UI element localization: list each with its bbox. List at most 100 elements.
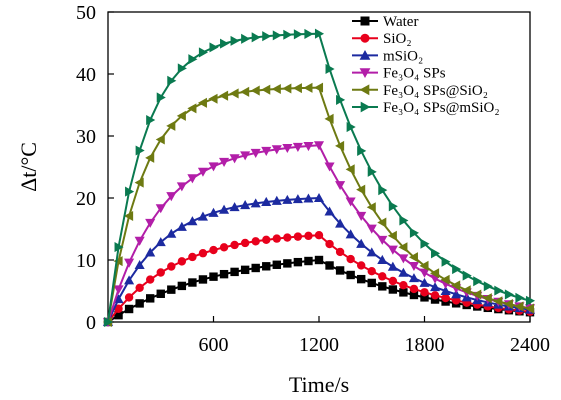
data-point <box>135 283 144 292</box>
data-point <box>176 182 187 192</box>
data-point <box>431 248 441 259</box>
data-point <box>250 198 261 208</box>
data-point <box>377 254 388 264</box>
data-point <box>177 63 187 74</box>
data-point <box>167 285 176 294</box>
data-point <box>219 243 229 252</box>
legend-item: Fe₃O₄ SPs@SiO₂ <box>352 83 488 99</box>
data-point <box>272 30 282 41</box>
data-point <box>366 224 377 234</box>
data-point <box>155 204 166 214</box>
data-point <box>229 88 239 99</box>
y-tick-label: 10 <box>76 250 96 272</box>
data-point <box>313 141 325 151</box>
data-point <box>197 211 208 221</box>
data-point <box>377 217 387 228</box>
data-point <box>146 294 155 303</box>
data-point <box>240 151 251 161</box>
data-point <box>335 218 346 228</box>
data-point <box>251 263 260 273</box>
data-point <box>419 260 429 271</box>
data-point <box>409 290 419 300</box>
data-point <box>283 29 293 40</box>
data-point <box>124 293 134 302</box>
y-tick-label: 50 <box>76 2 96 24</box>
data-point <box>198 275 208 284</box>
data-point <box>145 247 156 257</box>
data-point <box>378 185 388 196</box>
data-point <box>472 289 482 300</box>
data-point <box>515 292 525 303</box>
data-point <box>114 242 124 253</box>
data-point <box>219 269 229 279</box>
data-point <box>346 254 355 264</box>
data-point <box>166 228 177 238</box>
data-point <box>346 270 355 280</box>
y-tick-label: 30 <box>76 126 96 148</box>
data-point <box>124 258 135 268</box>
data-point <box>124 275 135 285</box>
data-point <box>387 245 398 255</box>
data-point <box>197 167 208 177</box>
data-point <box>419 268 430 278</box>
data-point <box>441 256 451 267</box>
data-point <box>303 193 314 203</box>
data-point <box>430 268 440 279</box>
data-point <box>240 265 250 275</box>
data-point <box>293 257 303 267</box>
data-point <box>408 261 419 272</box>
data-point <box>134 177 144 188</box>
data-point <box>367 267 376 276</box>
data-point <box>166 192 177 202</box>
legend-label: Water <box>383 14 418 30</box>
data-point <box>388 201 398 212</box>
data-point <box>357 274 366 284</box>
data-point <box>125 186 135 197</box>
data-point <box>493 296 503 307</box>
data-point <box>452 264 462 275</box>
data-point <box>261 146 272 157</box>
data-point <box>366 202 376 213</box>
data-point <box>208 207 219 217</box>
data-point <box>335 266 345 275</box>
data-point <box>250 148 261 158</box>
legend-marker <box>359 50 371 60</box>
data-point <box>304 28 314 39</box>
y-tick-label: 40 <box>76 64 96 86</box>
legend-item: Fe₃O₄ SPs <box>352 66 446 82</box>
data-point <box>188 278 197 287</box>
data-point <box>293 232 303 241</box>
data-point <box>440 274 450 285</box>
data-point <box>145 218 156 228</box>
data-point <box>166 120 176 131</box>
data-point <box>219 157 230 167</box>
legend-item: mSiO₂ <box>352 48 423 64</box>
data-point <box>240 86 250 97</box>
data-point <box>113 294 124 304</box>
data-point <box>420 288 429 297</box>
data-point <box>451 289 462 299</box>
series-5 <box>103 28 536 328</box>
data-point <box>430 282 441 292</box>
data-point <box>314 231 324 240</box>
plot-axes: 600 1200 1800 2400 0 10 20 30 40 50 <box>76 2 550 356</box>
legend-label: SiO₂ <box>383 31 412 47</box>
data-point <box>378 282 387 291</box>
data-point <box>335 181 346 191</box>
data-point <box>188 54 198 65</box>
data-point <box>145 152 155 163</box>
legend-marker <box>360 16 370 26</box>
data-point <box>345 197 356 207</box>
data-point <box>282 83 292 94</box>
data-point <box>230 35 240 46</box>
data-point <box>367 166 377 177</box>
data-point <box>388 276 398 286</box>
data-point <box>482 293 492 304</box>
data-point <box>325 63 335 74</box>
data-point <box>430 295 440 304</box>
legend-label: Fe₃O₄ SPs <box>383 66 446 82</box>
legend-item: Water <box>352 14 418 30</box>
data-point <box>134 259 145 270</box>
data-point <box>124 210 134 222</box>
